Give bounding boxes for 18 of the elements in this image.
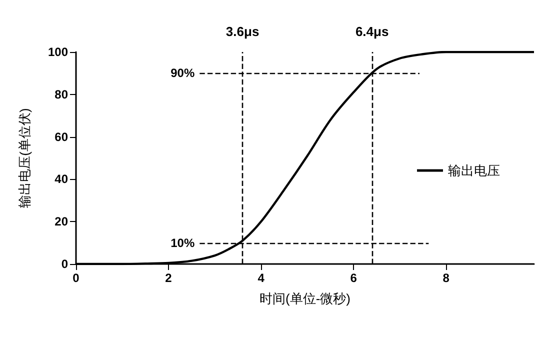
x-tick-label: 0	[72, 271, 80, 285]
y-tick-label: 20	[54, 214, 68, 229]
y-tick-label: 80	[54, 87, 68, 102]
y-axis-title: 输出电压(单位伏)	[17, 108, 32, 208]
legend-label: 输出电压	[448, 163, 500, 178]
x-tick-label: 4	[258, 271, 265, 285]
y-tick-label: 60	[54, 130, 68, 144]
y-tick-label: 0	[61, 257, 68, 271]
x-tick-label: 6	[350, 271, 358, 285]
ref-line-label: 10%	[170, 236, 195, 250]
y-tick-label: 40	[54, 172, 68, 186]
ref-line-label: 6.4μs	[355, 24, 389, 39]
x-tick-label: 8	[442, 271, 450, 285]
x-tick-label: 2	[165, 271, 172, 285]
x-axis-title: 时间(单位-微秒)	[260, 291, 350, 306]
ref-line-label: 90%	[170, 66, 195, 80]
ref-line-label: 3.6μs	[226, 24, 260, 39]
y-tick-label: 100	[48, 45, 68, 59]
